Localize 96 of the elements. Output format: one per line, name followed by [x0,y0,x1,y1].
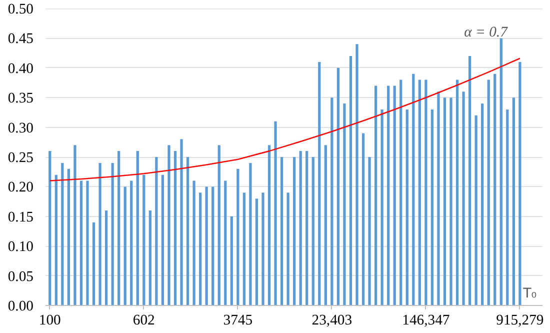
y-tick-label: 0.20 [8,180,34,196]
bar [262,192,264,306]
bar [224,180,227,306]
bar [124,186,126,306]
bar [430,109,434,306]
bar [424,80,428,306]
bar [450,98,452,306]
bar [142,174,146,306]
bar [299,151,302,306]
bar [274,121,277,306]
bar [406,109,408,306]
bar [111,162,114,306]
bar [324,145,327,306]
bar [205,186,208,306]
bar [92,222,96,306]
x-tick-label: 100 [38,312,61,328]
bar [192,180,196,306]
bar [255,198,258,306]
bar [443,98,446,306]
bar [312,157,314,306]
bar [456,80,459,306]
bar [80,180,83,306]
bar [130,180,133,306]
annotation: α = 0.7 [464,24,508,40]
bar [249,162,252,306]
bar [393,86,396,306]
bar [318,62,321,306]
x-tick-label: 915,279 [496,312,544,328]
x-tick-label: 3745 [223,312,253,328]
bar [268,145,271,306]
x-tick-label: 602 [132,312,155,328]
bar [168,145,170,306]
bar [368,157,371,306]
bar [186,157,190,306]
y-tick-label: 0.00 [8,298,34,314]
y-tick-label: 0.45 [8,31,34,48]
bar [500,38,502,306]
bar [356,44,358,306]
bar [400,80,402,306]
bar [518,62,522,306]
bar [336,68,340,306]
bar [512,98,515,306]
y-tick-label: 0.15 [8,209,34,226]
bar [387,86,390,306]
y-tick-label: 0.10 [8,239,34,256]
bar [280,157,284,306]
bar [418,80,421,306]
bar [148,210,152,306]
bar [74,145,76,306]
bar [330,98,334,306]
bar [174,151,177,306]
bar [48,151,52,306]
bar [474,115,478,306]
bar [230,216,233,306]
bar [362,133,365,306]
bar [286,192,290,306]
bar [292,157,296,306]
bar [437,92,440,306]
bar [67,168,70,306]
bar [236,168,240,306]
y-tick-label: 0.35 [8,90,34,107]
bar [349,56,352,306]
bar [86,180,89,306]
bar [380,109,384,306]
bar [462,92,465,306]
bar [98,162,102,306]
bar [198,192,202,306]
bar [412,74,415,306]
bar [242,192,246,306]
x-axis-title: T₀ [522,286,537,302]
y-tick-label: 0.40 [8,60,34,77]
bar [155,157,158,306]
bar [212,186,214,306]
bar [468,56,472,306]
x-tick-label: 23,403 [312,312,352,328]
bar [136,151,139,306]
y-tick-label: 0.30 [8,120,34,136]
bar [180,139,183,306]
bar [306,151,308,306]
bar [161,174,164,306]
bar [61,162,64,306]
bar [118,151,120,306]
bar [374,86,378,306]
bar [104,210,108,306]
x-tick-label: 146,347 [402,312,450,328]
bar [481,104,484,306]
line-series [49,58,521,182]
y-tick-label: 0.25 [8,150,34,166]
bar [506,109,509,306]
bar [487,80,490,306]
bar [494,74,496,306]
bar [54,174,58,306]
y-tick-label: 0.05 [8,268,34,285]
y-tick-label: 0.50 [8,2,34,18]
bar [218,145,220,306]
bar [343,104,346,306]
